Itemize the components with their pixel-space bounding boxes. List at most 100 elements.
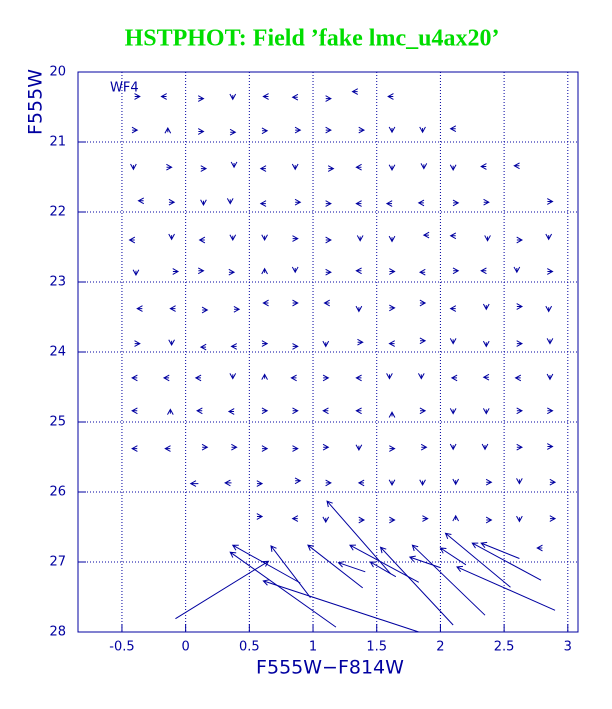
arrow (357, 338, 364, 346)
arrow (418, 268, 426, 276)
arrow (325, 268, 332, 276)
arrow-line (549, 515, 557, 522)
arrow-line (323, 299, 331, 307)
arrow (546, 373, 554, 381)
arrow (325, 95, 332, 102)
arrow-line (482, 408, 490, 415)
arrow-line (291, 266, 299, 274)
arrow (131, 445, 138, 452)
arrow (419, 299, 427, 307)
arrow-line (291, 163, 299, 171)
arrow (294, 126, 302, 134)
arrow-line (322, 340, 330, 348)
arrow-line (450, 374, 458, 382)
arrow (322, 516, 330, 524)
arrow (261, 267, 268, 275)
arrow-line (545, 233, 553, 241)
y-tick-label: 23 (49, 275, 66, 290)
arrow (480, 163, 487, 170)
arrow (291, 163, 299, 171)
arrow-line (262, 299, 269, 307)
arrow-line (482, 340, 490, 348)
arrow-line (545, 305, 553, 313)
arrow (420, 443, 428, 451)
arrow (547, 198, 554, 205)
arrow (351, 88, 359, 95)
arrow (197, 95, 205, 102)
y-axis-label: F555W (25, 69, 47, 135)
arrow-line (229, 551, 337, 628)
arrow-line (224, 479, 232, 487)
arrow-line (388, 126, 396, 134)
arrow (484, 235, 491, 242)
arrow-line (292, 407, 299, 415)
arrow-line (200, 165, 208, 172)
arrow-line (549, 478, 557, 486)
arrow (355, 444, 363, 452)
arrow-line (485, 516, 493, 524)
arrow-line (167, 408, 174, 415)
arrow (513, 266, 521, 274)
arrow-line (516, 236, 523, 244)
arrow (386, 373, 393, 380)
arrow (452, 199, 460, 207)
arrow-line (485, 478, 493, 486)
arrow (422, 231, 430, 239)
arrow-line (322, 443, 330, 451)
arrow-line (164, 126, 172, 134)
arrow-line (357, 338, 364, 346)
arrow (420, 163, 428, 170)
arrow-line (292, 299, 299, 307)
arrow (482, 340, 490, 348)
arrow (355, 200, 362, 207)
arrow (449, 125, 457, 133)
arrow-line (480, 541, 520, 559)
arrow-line (419, 299, 427, 307)
arrow-line (516, 340, 523, 347)
arrow (444, 532, 511, 588)
arrow (545, 233, 553, 241)
arrow-line (261, 127, 269, 135)
arrow (417, 373, 425, 380)
arrow (261, 373, 268, 380)
y-tick-label: 28 (49, 625, 66, 640)
arrow (545, 305, 553, 313)
arrow (166, 163, 173, 171)
arrow (325, 200, 332, 207)
arrow-line (196, 407, 203, 415)
arrow-line (162, 374, 170, 382)
arrow-line (322, 516, 330, 524)
arrow-line (547, 407, 554, 415)
arrow-line (291, 93, 299, 101)
arrow-line (294, 477, 302, 485)
arrow (294, 198, 302, 206)
arrow (547, 407, 554, 415)
arrow-line (290, 374, 297, 382)
arrow-line (355, 407, 362, 415)
arrow (230, 161, 238, 169)
arrow (229, 551, 337, 628)
arrow (167, 408, 174, 415)
arrow (134, 340, 141, 347)
arrow-line (516, 407, 523, 415)
arrow (201, 306, 209, 314)
arrow-line (128, 236, 136, 244)
arrow (229, 373, 237, 380)
arrow-line (229, 128, 237, 136)
arrow-line (471, 542, 542, 581)
arrow-line (484, 235, 491, 242)
arrow (323, 299, 331, 307)
arrow (169, 305, 176, 312)
arrow-line (388, 479, 396, 487)
arrow (172, 268, 180, 275)
arrow (516, 407, 523, 415)
arrow (327, 165, 335, 172)
arrow-line (449, 408, 457, 415)
x-axis-label: F555W−F814W (256, 657, 404, 679)
arrow-line (513, 266, 521, 274)
arrow (175, 560, 270, 620)
arrow-line (229, 373, 237, 380)
arrow-line (417, 199, 425, 207)
arrow (452, 514, 460, 522)
arrow-line (355, 200, 362, 207)
